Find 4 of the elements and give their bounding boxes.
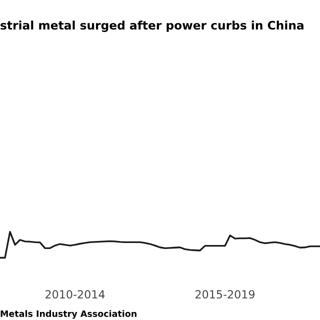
chart-title: strial metal surged after power curbs in China [0, 20, 304, 32]
text: Metals Industry Association [0, 310, 136, 319]
x-tick-label: 2010-2014 [46, 290, 105, 299]
x-tick-label: 2015-2019 [196, 290, 254, 299]
